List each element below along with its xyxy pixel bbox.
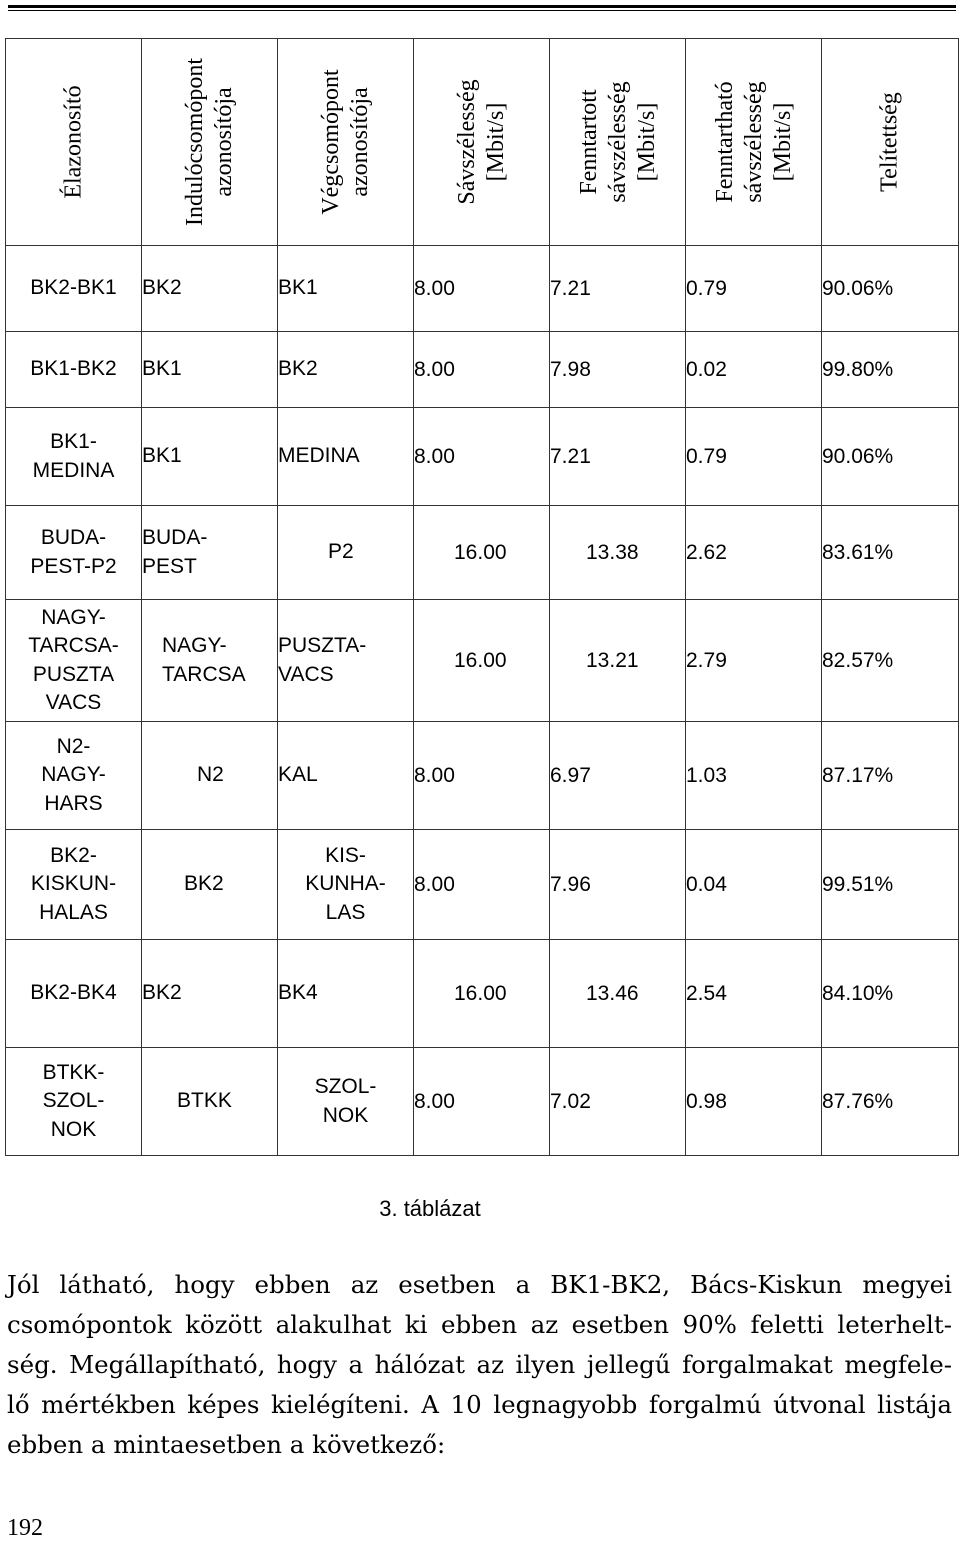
cell-utilization: 90.06% <box>821 245 959 332</box>
table-row: BK1-BK2 BK1 BK2 8.00 7.98 0.02 99.80% <box>5 331 959 408</box>
table-row: BK2- KISKUN- HALAS BK2 KIS- KUNHA- LAS 8… <box>5 829 959 940</box>
cell-source-node: N2 <box>141 721 278 830</box>
cell-bandwidth: 16.00 <box>413 505 550 600</box>
cell-available: 0.79 <box>685 407 822 506</box>
cell-available: 0.04 <box>685 829 822 940</box>
top-rule <box>8 5 956 8</box>
cell-target-node: BK2 <box>277 331 414 408</box>
header-target-node: Végcsomópont azonosítója <box>277 38 414 246</box>
paragraph-line: ebben a mintaesetben a következő: <box>7 1430 446 1459</box>
cell-bandwidth: 8.00 <box>413 407 550 506</box>
paragraph-line: Jól látható, hogy ebben az esetben a BK1… <box>7 1270 952 1299</box>
cell-utilization: 83.61% <box>821 505 959 600</box>
cell-reserved: 7.21 <box>549 407 686 506</box>
cell-reserved: 7.21 <box>549 245 686 332</box>
cell-target-node: SZOL- NOK <box>277 1047 414 1156</box>
cell-available: 2.79 <box>685 599 822 722</box>
cell-reserved: 7.02 <box>549 1047 686 1156</box>
cell-target-node: KAL <box>277 721 414 830</box>
cell-source-node: BK2 <box>141 829 278 940</box>
cell-link-id: BK2-BK4 <box>5 939 142 1048</box>
cell-bandwidth: 8.00 <box>413 829 550 940</box>
cell-target-node: P2 <box>277 505 414 600</box>
cell-utilization: 99.51% <box>821 829 959 940</box>
cell-target-node: BK4 <box>277 939 414 1048</box>
body-paragraph: Jól látható, hogy ebben az esetben a BK1… <box>7 1265 952 1465</box>
cell-available: 2.62 <box>685 505 822 600</box>
cell-source-node: BTKK <box>141 1047 278 1156</box>
cell-bandwidth: 16.00 <box>413 939 550 1048</box>
cell-utilization: 90.06% <box>821 407 959 506</box>
cell-available: 1.03 <box>685 721 822 830</box>
header-bandwidth: Sávszélesség [Mbit/s] <box>413 38 550 246</box>
table-row: BK1- MEDINA BK1 MEDINA 8.00 7.21 0.79 90… <box>5 407 959 506</box>
table-row: N2- NAGY- HARS N2 KAL 8.00 6.97 1.03 87.… <box>5 721 959 830</box>
cell-link-id: N2- NAGY- HARS <box>5 721 142 830</box>
header-link-id: Élazonosító <box>5 38 142 246</box>
cell-source-node: NAGY- TARCSA <box>141 599 278 722</box>
paragraph-line: ség. Megállapítható, hogy a hálózat az i… <box>7 1350 952 1379</box>
cell-reserved: 13.46 <box>549 939 686 1048</box>
cell-bandwidth: 8.00 <box>413 245 550 332</box>
cell-reserved: 6.97 <box>549 721 686 830</box>
cell-link-id: BK1-BK2 <box>5 331 142 408</box>
cell-target-node: MEDINA <box>277 407 414 506</box>
paragraph-line: csomópontok között alakulhat ki ebben az… <box>7 1310 952 1339</box>
cell-reserved: 13.38 <box>549 505 686 600</box>
cell-link-id: BK2-BK1 <box>5 245 142 332</box>
cell-utilization: 99.80% <box>821 331 959 408</box>
cell-target-node: KIS- KUNHA- LAS <box>277 829 414 940</box>
header-available-bandwidth: Fenntartható sávszélesség [Mbit/s] <box>685 38 822 246</box>
header-reserved-bandwidth: Fenntartott sávszélesség [Mbit/s] <box>549 38 686 246</box>
cell-utilization: 87.76% <box>821 1047 959 1156</box>
cell-utilization: 87.17% <box>821 721 959 830</box>
cell-bandwidth: 8.00 <box>413 1047 550 1156</box>
cell-reserved: 7.98 <box>549 331 686 408</box>
cell-bandwidth: 16.00 <box>413 599 550 722</box>
cell-link-id: BK1- MEDINA <box>5 407 142 506</box>
cell-source-node: BK2 <box>141 939 278 1048</box>
table-row: BK2-BK4 BK2 BK4 16.00 13.46 2.54 84.10% <box>5 939 959 1048</box>
cell-available: 0.02 <box>685 331 822 408</box>
cell-utilization: 84.10% <box>821 939 959 1048</box>
cell-link-id: BTKK- SZOL- NOK <box>5 1047 142 1156</box>
header-source-node: Indulócsomópont azonosítója <box>141 38 278 246</box>
table-caption: 3. táblázat <box>379 1196 481 1221</box>
header-utilization: Telítettség <box>821 38 959 246</box>
cell-bandwidth: 8.00 <box>413 721 550 830</box>
cell-source-node: BUDA- PEST <box>141 505 278 600</box>
cell-available: 2.54 <box>685 939 822 1048</box>
page-number: 192 <box>7 1515 43 1541</box>
table-row: BUDA- PEST-P2 BUDA- PEST P2 16.00 13.38 … <box>5 505 959 600</box>
cell-reserved: 7.96 <box>549 829 686 940</box>
cell-target-node: PUSZTA- VACS <box>277 599 414 722</box>
cell-reserved: 13.21 <box>549 599 686 722</box>
cell-source-node: BK1 <box>141 331 278 408</box>
cell-utilization: 82.57% <box>821 599 959 722</box>
cell-available: 0.98 <box>685 1047 822 1156</box>
paragraph-line: lő mértékben képes kielégíteni. A 10 leg… <box>7 1390 952 1419</box>
cell-link-id: BUDA- PEST-P2 <box>5 505 142 600</box>
cell-available: 0.79 <box>685 245 822 332</box>
cell-link-id: NAGY- TARCSA- PUSZTA VACS <box>5 599 142 722</box>
cell-link-id: BK2- KISKUN- HALAS <box>5 829 142 940</box>
cell-target-node: BK1 <box>277 245 414 332</box>
top-rule-thin <box>8 10 956 11</box>
cell-bandwidth: 8.00 <box>413 331 550 408</box>
table-header-row: Élazonosító Indulócsomópont azonosítója … <box>5 38 959 246</box>
link-utilization-table: Élazonosító Indulócsomópont azonosítója … <box>5 38 959 1156</box>
table-row: NAGY- TARCSA- PUSZTA VACS NAGY- TARCSA P… <box>5 599 959 722</box>
table-row: BTKK- SZOL- NOK BTKK SZOL- NOK 8.00 7.02… <box>5 1047 959 1156</box>
table-row: BK2-BK1 BK2 BK1 8.00 7.21 0.79 90.06% <box>5 245 959 332</box>
cell-source-node: BK1 <box>141 407 278 506</box>
cell-source-node: BK2 <box>141 245 278 332</box>
